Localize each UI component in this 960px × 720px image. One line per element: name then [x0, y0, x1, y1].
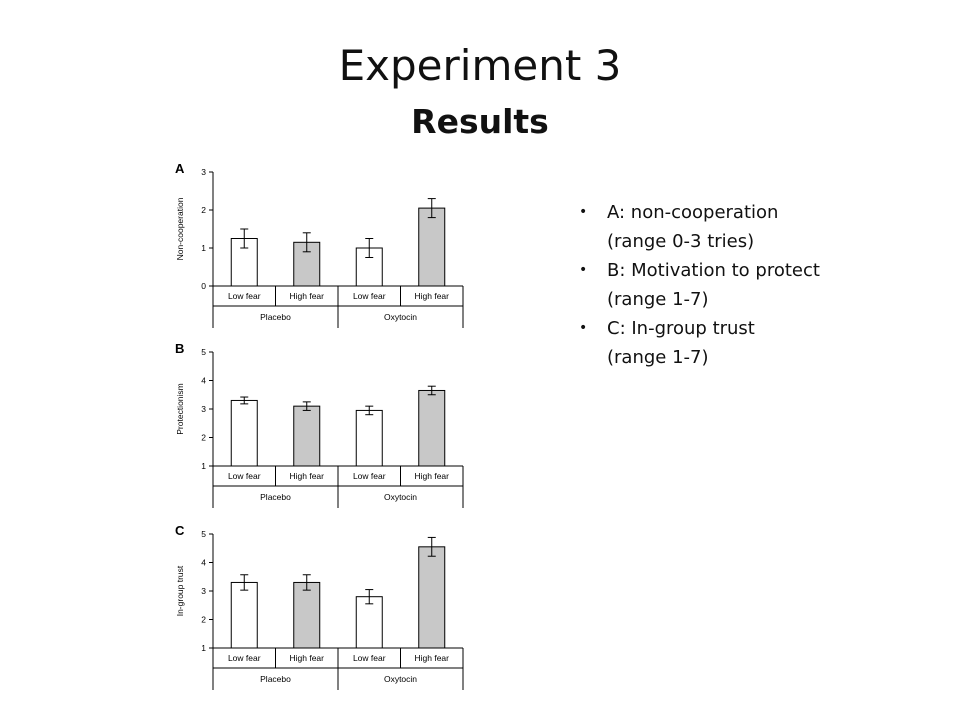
panel-b-category-label: Low fear — [353, 471, 386, 481]
note-main: B: Motivation to protect — [607, 260, 820, 281]
panel-a-ytick-label: 0 — [201, 281, 206, 291]
panel-b-category-label: Low fear — [228, 471, 261, 481]
panel-c-category-label: High fear — [415, 653, 450, 663]
panel-b-ytick-label: 3 — [201, 404, 206, 414]
panel-a-category-label: Low fear — [228, 291, 261, 301]
panel-c-group-label: Placebo — [260, 674, 291, 684]
panel-c-ytick-label: 3 — [201, 586, 206, 596]
panel-c-ytick-label: 2 — [201, 615, 206, 625]
note-item-c: • C: In-group trust (range 1-7) — [575, 314, 935, 372]
panel-c-bar — [293, 581, 321, 649]
panel-c-group-label: Oxytocin — [384, 674, 417, 684]
slide-title: Experiment 3 — [338, 41, 622, 90]
panel-c-ytick-label: 5 — [201, 529, 206, 539]
note-main: C: In-group trust — [607, 318, 755, 339]
panel-b-ylabel: Protectionism — [175, 383, 185, 435]
bullet-icon: • — [579, 204, 588, 220]
note-sub: (range 0-3 tries) — [607, 231, 755, 252]
panel-c-ytick-label: 1 — [201, 643, 206, 653]
results-chart-svg: A Non-cooperation 0 1 2 3 Low fear High fear Low… — [175, 161, 464, 690]
panel-b-category-label: High fear — [415, 471, 450, 481]
panel-a-category-label: High fear — [290, 291, 325, 301]
results-figure: A Non-cooperation 0 1 2 3 Low fear High fear Low… — [165, 155, 475, 700]
panel-b-bar — [293, 405, 321, 467]
panel-b-category-label: High fear — [290, 471, 325, 481]
note-item-b: • B: Motivation to protect (range 1-7) — [575, 256, 935, 314]
panel-c-letter: C — [175, 523, 185, 538]
panel-a-ytick-label: 2 — [201, 205, 206, 215]
panel-b-group-label: Placebo — [260, 492, 291, 502]
panel-c-bar — [230, 581, 258, 649]
panel-a-ytick-label: 1 — [201, 243, 206, 253]
panel-c-ylabel: In-group trust — [175, 565, 185, 616]
slide-subtitle: Results — [411, 102, 549, 141]
panel-c-category-label: Low fear — [228, 653, 261, 663]
panel-c-bar — [418, 546, 446, 649]
panel-a-group-label: Placebo — [260, 312, 291, 322]
panel-c-category-label: High fear — [290, 653, 325, 663]
panel-b-ytick-label: 2 — [201, 433, 206, 443]
panel-b-ytick-label: 5 — [201, 347, 206, 357]
panel-b-ytick-label: 1 — [201, 461, 206, 471]
panel-b-ytick-label: 4 — [201, 376, 206, 386]
panel-a-group-label: Oxytocin — [384, 312, 417, 322]
panel-a-category-label: Low fear — [353, 291, 386, 301]
bullet-icon: • — [579, 320, 588, 336]
panel-c-bar — [355, 596, 383, 649]
panel-b-letter: B — [175, 341, 184, 356]
results-notes: • A: non-cooperation (range 0-3 tries) •… — [575, 198, 935, 372]
bullet-icon: • — [579, 262, 588, 278]
panel-a-letter: A — [175, 161, 185, 176]
note-main: A: non-cooperation — [607, 202, 779, 223]
panel-c-category-label: Low fear — [353, 653, 386, 663]
panel-b-bar — [355, 409, 383, 467]
panel-b-bar — [230, 399, 258, 467]
panel-b-group-label: Oxytocin — [384, 492, 417, 502]
note-sub: (range 1-7) — [607, 289, 709, 310]
panel-a-category-label: High fear — [415, 291, 450, 301]
panel-c-ytick-label: 4 — [201, 558, 206, 568]
panel-a-ylabel: Non-cooperation — [175, 197, 185, 260]
panel-b-bar — [418, 389, 446, 467]
note-item-a: • A: non-cooperation (range 0-3 tries) — [575, 198, 935, 256]
note-sub: (range 1-7) — [607, 347, 709, 368]
panel-a-bar — [418, 207, 446, 287]
panel-a-ytick-label: 3 — [201, 167, 206, 177]
